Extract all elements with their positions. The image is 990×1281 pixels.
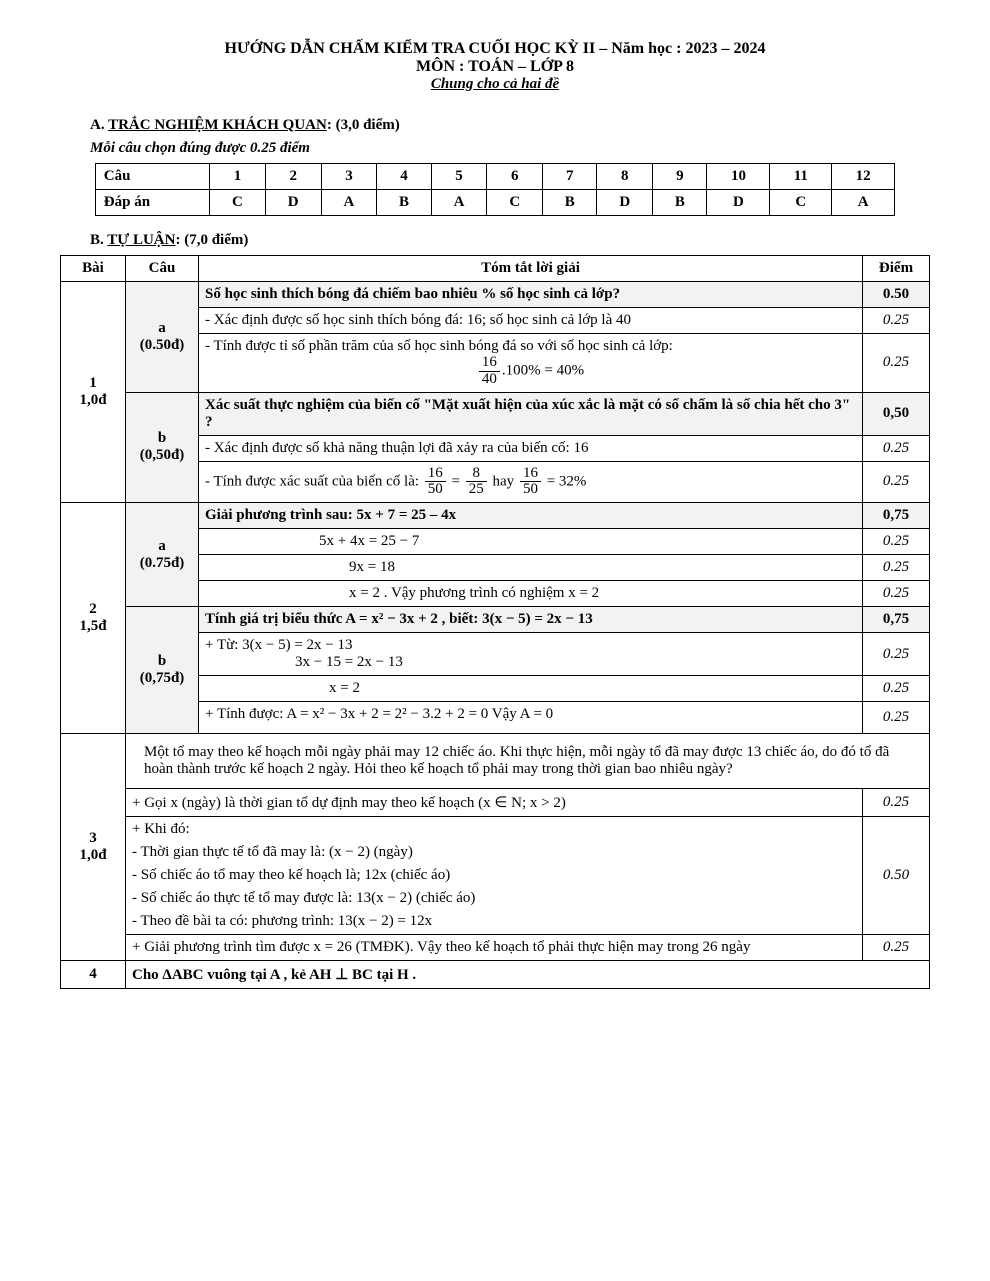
header-line3: Chung cho cả hai đề — [60, 76, 930, 93]
section-a-label: A. — [90, 117, 105, 133]
bai2-a-label: a (0.75đ) — [126, 503, 199, 607]
bai1-a-step1: - Xác định được số học sinh thích bóng đ… — [199, 308, 863, 334]
bai2-label: 2 1,5đ — [61, 503, 126, 734]
bai2-b-step3: + Tính được: A = x² − 3x + 2 = 2² − 3.2 … — [199, 702, 863, 734]
bai3-prompt: Một tổ may theo kế hoạch mỗi ngày phải m… — [126, 734, 930, 789]
bai1-a-q-pts: 0.50 — [863, 282, 930, 308]
header-line1: HƯỚNG DẪN CHẤM KIỂM TRA CUỐI HỌC KỲ II –… — [60, 40, 930, 58]
bai4-question: Cho ΔABC vuông tại A , kẻ AH ⊥ BC tại H … — [126, 961, 930, 989]
answer-key-table: Câu 1 2 3 4 5 6 7 8 9 10 11 12 Đáp án C … — [95, 163, 895, 216]
bai3-step1-pts: 0.25 — [863, 789, 930, 817]
bai2-b-q-pts: 0,75 — [863, 607, 930, 633]
bai2-b-step1-pts: 0.25 — [863, 633, 930, 676]
bai1-a-step1-pts: 0.25 — [863, 308, 930, 334]
col-cau: Câu — [126, 256, 199, 282]
bai2-a-step3: x = 2 . Vậy phương trình có nghiệm x = 2 — [199, 581, 863, 607]
bai2-a-question: Giải phương trình sau: 5x + 7 = 25 – 4x — [199, 503, 863, 529]
bai2-b-step3-pts: 0.25 — [863, 702, 930, 734]
bai1-b-question: Xác suất thực nghiệm của biến cố "Mặt xu… — [199, 392, 863, 435]
section-b-points: : (7,0 điểm) — [175, 232, 248, 248]
section-b-heading: B. TỰ LUẬN: (7,0 điểm) — [90, 232, 930, 249]
row-label-cau: Câu — [95, 164, 209, 190]
solution-header-row: Bài Câu Tóm tắt lời giải Điểm — [61, 256, 930, 282]
bai2-a-step1: 5x + 4x = 25 − 7 — [199, 529, 863, 555]
bai2-a-q-pts: 0,75 — [863, 503, 930, 529]
bai1-b-step2: - Tính được xác suất của biến cố là: 165… — [199, 461, 863, 503]
bai2-b-label: b (0,75đ) — [126, 607, 199, 734]
bai2-a-step2: 9x = 18 — [199, 555, 863, 581]
section-a-title: TRẮC NGHIỆM KHÁCH QUAN — [108, 117, 327, 133]
bai2-b-step1: + Từ: 3(x − 5) = 2x − 13 3x − 15 = 2x − … — [199, 633, 863, 676]
bai3-step2: + Khi đó: - Thời gian thực tế tổ đã may … — [126, 817, 863, 935]
col-loigiai: Tóm tắt lời giải — [199, 256, 863, 282]
bai1-label: 1 1,0đ — [61, 282, 126, 503]
col-diem: Điểm — [863, 256, 930, 282]
bai1-b-step1: - Xác định được số khả năng thuận lợi đã… — [199, 435, 863, 461]
bai2-b-step2-pts: 0.25 — [863, 676, 930, 702]
bai2-b-step2: x = 2 — [199, 676, 863, 702]
bai3-step3-pts: 0.25 — [863, 935, 930, 961]
bai1-b-q-pts: 0,50 — [863, 392, 930, 435]
bai2-a-step2-pts: 0.25 — [863, 555, 930, 581]
section-a-note: Mỗi câu chọn đúng được 0.25 điểm — [90, 140, 930, 157]
bai1-b-step2-pts: 0.25 — [863, 461, 930, 503]
section-b-label: B. — [90, 232, 104, 248]
bai3-label: 3 1,0đ — [61, 734, 126, 961]
bai1-a-question: Số học sinh thích bóng đá chiếm bao nhiê… — [199, 282, 863, 308]
bai3-step3: + Giải phương trình tìm được x = 26 (TMĐ… — [126, 935, 863, 961]
section-b-title: TỰ LUẬN — [107, 232, 175, 248]
bai1-b-step1-pts: 0.25 — [863, 435, 930, 461]
bai1-a-step2-pts: 0.25 — [863, 334, 930, 393]
bai1-b-label: b (0,50đ) — [126, 392, 199, 503]
document-header: HƯỚNG DẪN CHẤM KIỂM TRA CUỐI HỌC KỲ II –… — [60, 40, 930, 93]
bai1-a-step2: - Tính được tỉ số phần trăm của số học s… — [199, 334, 863, 393]
answer-key-row-dapan: Đáp án C D A B A C B D B D C A — [95, 190, 894, 216]
section-a-points: : (3,0 điểm) — [327, 117, 400, 133]
bai3-step2-pts: 0.50 — [863, 817, 930, 935]
row-label-dapan: Đáp án — [95, 190, 209, 216]
bai2-b-question: Tính giá trị biểu thức A = x² − 3x + 2 ,… — [199, 607, 863, 633]
bai3-step1: + Gọi x (ngày) là thời gian tổ dự định m… — [126, 789, 863, 817]
bai2-a-step3-pts: 0.25 — [863, 581, 930, 607]
header-line2: MÔN : TOÁN – LỚP 8 — [60, 58, 930, 76]
col-bai: Bài — [61, 256, 126, 282]
answer-key-row-cau: Câu 1 2 3 4 5 6 7 8 9 10 11 12 — [95, 164, 894, 190]
bai4-label: 4 — [61, 961, 126, 989]
bai1-a-label: a (0.50đ) — [126, 282, 199, 393]
bai2-a-step1-pts: 0.25 — [863, 529, 930, 555]
solution-table: Bài Câu Tóm tắt lời giải Điểm 1 1,0đ a (… — [60, 255, 930, 989]
section-a-heading: A. TRẮC NGHIỆM KHÁCH QUAN: (3,0 điểm) — [90, 117, 930, 134]
